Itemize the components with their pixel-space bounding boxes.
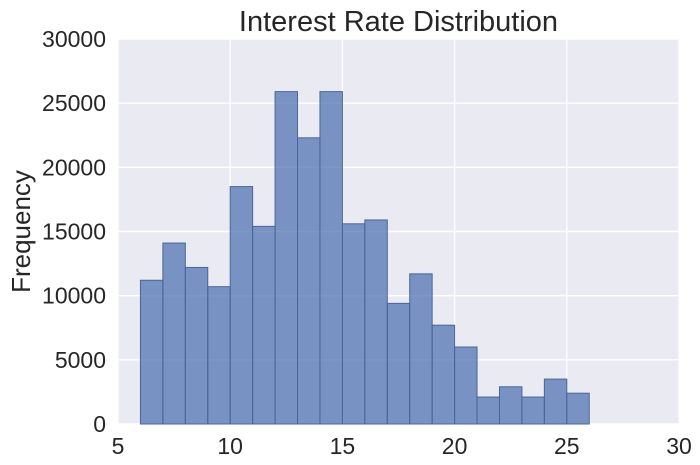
histogram-bar (162, 242, 186, 425)
y-tick-label: 5000 (55, 347, 106, 373)
x-tick-label: 25 (554, 433, 580, 459)
histogram-bar (297, 137, 321, 425)
histogram-bar (454, 346, 478, 425)
histogram-bar (252, 225, 276, 425)
y-tick-label: 15000 (42, 219, 106, 245)
x-tick-labels: 5 10 15 20 25 30 (112, 433, 692, 459)
chart-title: Interest Rate Distribution (239, 6, 558, 38)
x-tick-label: 20 (442, 433, 468, 459)
x-tick-label: 10 (217, 433, 243, 459)
y-tick-labels: 0 5000 10000 15000 20000 25000 30000 (42, 26, 106, 437)
histogram-bar (566, 392, 590, 425)
bars (139, 91, 590, 425)
y-tick-label: 25000 (42, 90, 106, 116)
y-tick-label: 0 (93, 411, 106, 437)
histogram-bar (521, 396, 545, 425)
histogram-bar (409, 273, 433, 425)
histogram-bar (341, 223, 366, 425)
x-tick-label: 30 (666, 433, 692, 459)
histogram-bar (364, 219, 388, 425)
histogram-bar (386, 302, 411, 425)
x-tick-label: 5 (112, 433, 125, 459)
y-tick-label: 30000 (42, 26, 106, 52)
histogram-bar (207, 286, 231, 425)
y-tick-label: 20000 (42, 154, 106, 180)
histogram-bar (319, 91, 343, 425)
histogram-bar (498, 386, 523, 425)
histogram-bar (543, 378, 568, 425)
x-tick-label: 15 (330, 433, 356, 459)
y-axis-label: Frequency (6, 170, 36, 293)
histogram-bar (229, 186, 254, 425)
y-tick-label: 10000 (42, 283, 106, 309)
histogram-bar (476, 396, 500, 425)
histogram-bar (431, 324, 456, 425)
histogram-bar (274, 91, 299, 425)
histogram-bar (184, 266, 209, 425)
histogram-bar (139, 279, 164, 425)
